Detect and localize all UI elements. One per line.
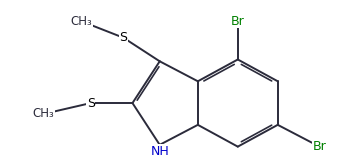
Text: Br: Br [231, 15, 245, 28]
Text: CH₃: CH₃ [71, 15, 93, 28]
Text: S: S [119, 31, 127, 44]
Text: CH₃: CH₃ [33, 108, 54, 120]
Text: S: S [87, 97, 95, 110]
Text: NH: NH [150, 145, 169, 158]
Text: Br: Br [313, 140, 326, 153]
